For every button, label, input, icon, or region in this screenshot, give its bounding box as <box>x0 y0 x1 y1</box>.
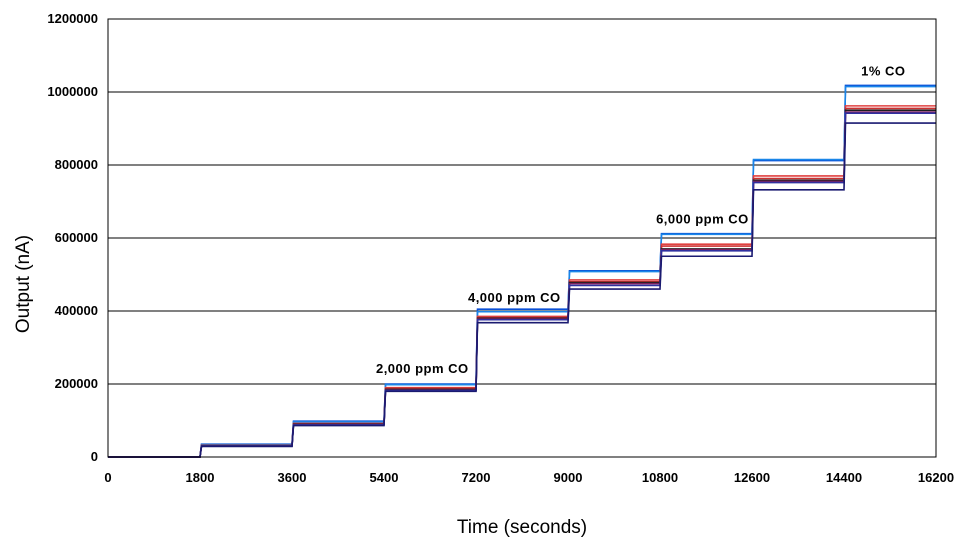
x-tick-label: 16200 <box>918 470 954 485</box>
series-line-2 <box>108 85 936 458</box>
series-line-8 <box>108 122 936 458</box>
annotation-label: 2,000 ppm CO <box>376 361 469 376</box>
y-tick-label: 400000 <box>55 303 98 318</box>
series-line-5 <box>108 109 936 458</box>
x-tick-label: 1800 <box>186 470 215 485</box>
series-line-1 <box>108 84 936 458</box>
x-tick-label: 3600 <box>278 470 307 485</box>
y-tick-label: 1000000 <box>47 84 98 99</box>
x-tick-label: 9000 <box>554 470 583 485</box>
y-axis-title: Output (nA) <box>13 235 34 333</box>
x-axis-title: Time (seconds) <box>457 517 587 538</box>
x-tick-label: 14400 <box>826 470 862 485</box>
x-tick-label: 7200 <box>462 470 491 485</box>
series-group <box>108 84 936 458</box>
annotations: 2,000 ppm CO 4,000 ppm CO 6,000 ppm CO 1% C… <box>376 64 905 376</box>
y-tick-label: 1200000 <box>47 11 98 26</box>
y-tick-label: 200000 <box>55 376 98 391</box>
y-tick-label: 800000 <box>55 157 98 172</box>
series-line-3 <box>108 105 936 458</box>
annotation-label: 6,000 ppm CO <box>656 211 749 226</box>
y-tick-label: 600000 <box>55 230 98 245</box>
x-tick-label: 10800 <box>642 470 678 485</box>
plot-frame <box>107 18 937 458</box>
x-tick-label: 12600 <box>734 470 770 485</box>
gridlines <box>108 91 936 385</box>
x-tick-labels: 0 1800 3600 5400 7200 9000 10800 12600 14400 1620… <box>104 470 954 485</box>
annotation-label: 1% CO <box>861 64 905 79</box>
series-line-6 <box>108 111 936 458</box>
x-tick-label: 5400 <box>370 470 399 485</box>
annotation-label: 4,000 ppm CO <box>468 290 561 305</box>
x-tick-label: 0 <box>104 470 111 485</box>
y-tick-labels: 0 200000 400000 600000 800000 1000000 1200000 <box>47 11 98 464</box>
y-tick-label: 0 <box>91 449 98 464</box>
